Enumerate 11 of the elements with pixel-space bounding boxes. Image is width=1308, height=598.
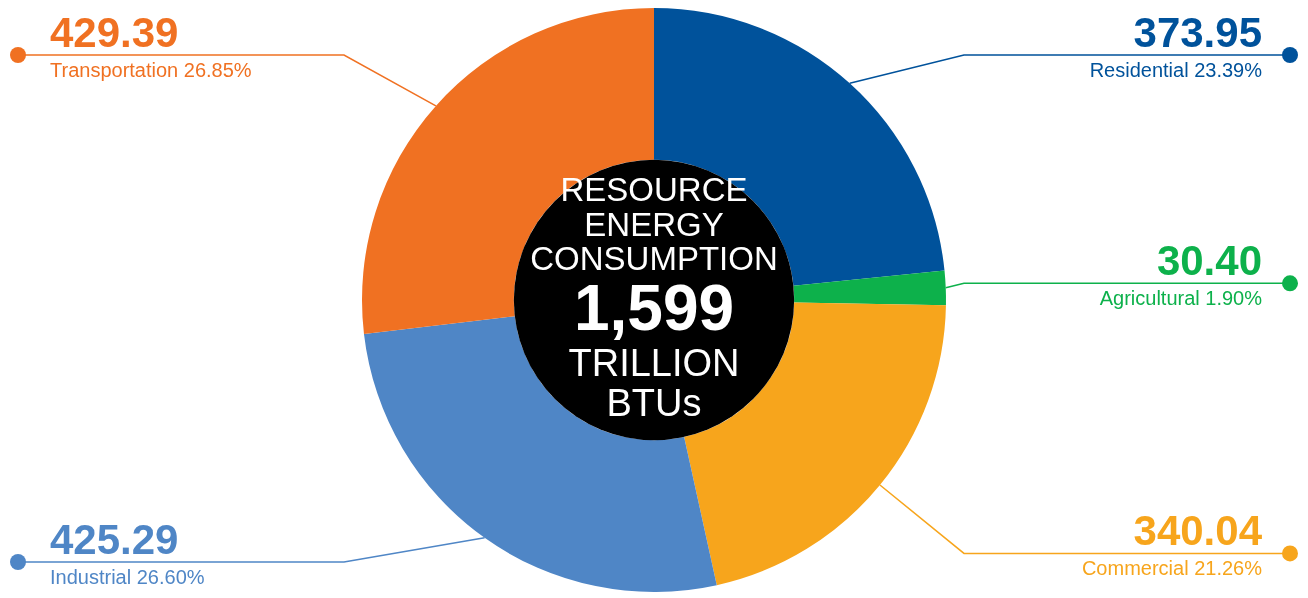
data-label: 373.95 [1133, 9, 1262, 56]
data-label: 429.39 [50, 9, 179, 56]
slice-label: Agricultural 1.90% [1099, 286, 1263, 309]
slice-label: Transportation 26.85% [50, 58, 252, 81]
data-label: 340.04 [1133, 507, 1263, 555]
text: TRILLION BTUs [568, 342, 740, 425]
slice-label: Industrial 26.60% [50, 565, 205, 588]
data-label: 30.40 [1156, 237, 1262, 285]
slice-label: Commercial 21.26% [1081, 556, 1263, 579]
data-label: 425.29 [50, 516, 179, 563]
slice-label: Residential 23.39% [1089, 58, 1263, 81]
